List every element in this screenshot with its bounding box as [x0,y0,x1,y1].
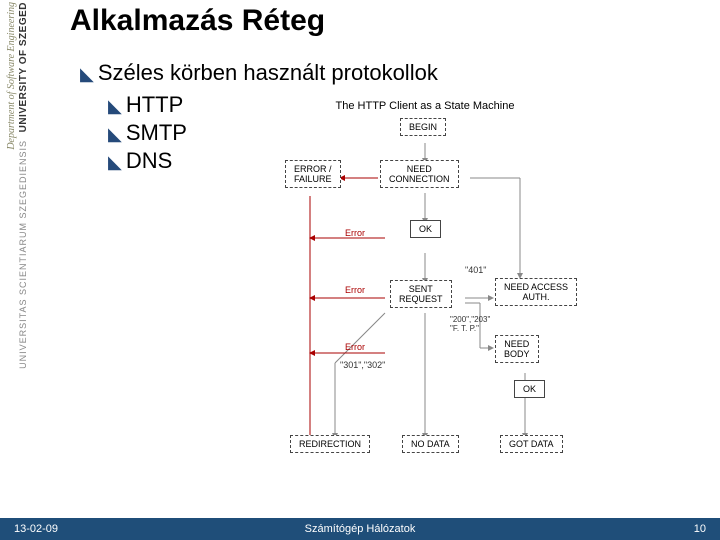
footer-center: Számítógép Hálózatok [0,523,720,535]
node-redir: REDIRECTION [290,435,370,453]
state-diagram: The HTTP Client as a State Machine [270,100,580,120]
footer: 13-02-09 Számítógép Hálózatok 10 [0,518,720,540]
bullet-main-text: Széles körben használt protokollok [98,60,438,85]
node-gotdata: GOT DATA [500,435,563,453]
lbl-err1: Error [345,228,365,238]
bullet-main: ◣Széles körben használt protokollok [80,60,438,86]
node-begin: BEGIN [400,118,446,136]
node-needconn: NEED CONNECTION [380,160,459,188]
node-ok1: OK [410,220,441,238]
uni-text: UNIVERSITY OF SZEGED [18,2,29,132]
lbl-err3: Error [345,342,365,352]
dept-text: Department of Software Engineering [6,2,17,150]
diagram-title: The HTTP Client as a State Machine [270,100,580,112]
bullet-sub1-text: HTTP [126,92,183,117]
lbl-401: "401" [465,265,486,275]
node-error: ERROR / FAILURE [285,160,341,188]
slide-title: Alkalmazás Réteg [70,4,325,38]
node-sent: SENT REQUEST [390,280,452,308]
bullet-sub3-text: DNS [126,148,172,173]
latin-text: UNIVERSITAS SCIENTIARUM SZEGEDIENSIS [18,140,28,369]
sidebar: Department of Software Engineering UNIVE… [0,0,55,500]
lbl-200: "200","203" "F. T. P." [450,315,490,333]
lbl-err2: Error [345,285,365,295]
lbl-301: "301","302" [340,360,385,370]
footer-date: 13-02-09 [14,523,58,535]
bullet-sub2-text: SMTP [126,120,187,145]
node-ok2: OK [514,380,545,398]
footer-page: 10 [694,523,706,535]
node-needbody: NEED BODY [495,335,539,363]
node-needaccess: NEED ACCESS AUTH. [495,278,577,306]
node-nodata: NO DATA [402,435,459,453]
